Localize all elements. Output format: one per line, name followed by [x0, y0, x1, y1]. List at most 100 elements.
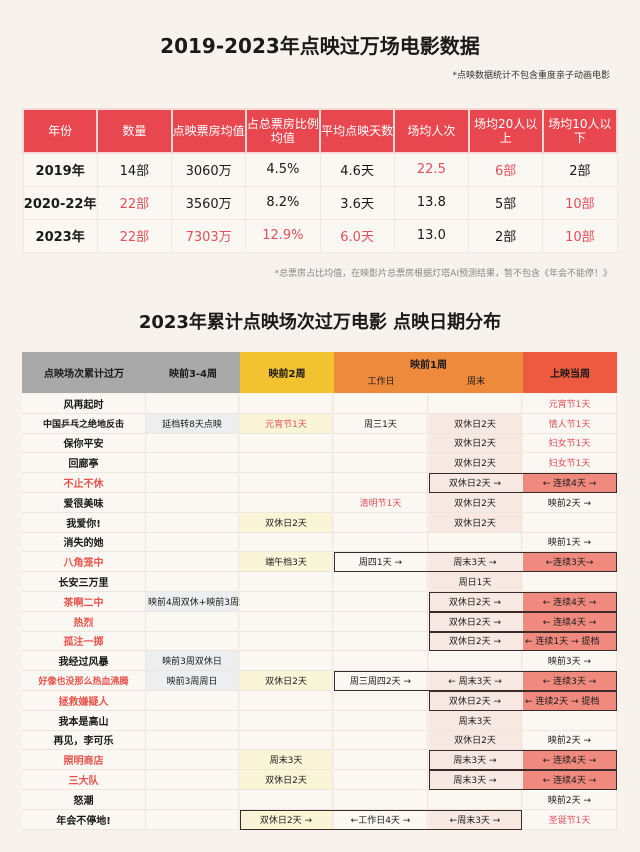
schedule-cell: 映前3周双休日 [146, 651, 239, 672]
schedule-cell [240, 394, 333, 414]
value-cell: 13.8 [393, 185, 470, 220]
value-cell: 10部 [542, 185, 618, 220]
schedule-cell [523, 710, 617, 731]
schedule-cell: ← 连续2天 → 提档 [523, 691, 617, 711]
schedule-cell: 双休日2天 [240, 770, 333, 790]
schedule-cell: 映前2天 → [523, 730, 617, 751]
schedule-cell [146, 631, 239, 652]
schedule-cell [146, 809, 239, 830]
column-header: 场均20人以上 [467, 108, 544, 154]
schedule-cell [240, 572, 333, 592]
section-title: 2023年累计点映场次过万电影 点映日期分布 [138, 312, 502, 333]
value-cell: 14部 [96, 152, 173, 187]
movie-name: 我爱你! [22, 512, 146, 533]
schedule-cell [334, 790, 428, 810]
schedule-cell: 双休日2天 [429, 413, 522, 434]
schedule-cell: 双休日2天 [240, 512, 333, 533]
schedule-cell: 双休日2天 → [429, 592, 522, 612]
schedule-cell [334, 592, 428, 612]
schedule-cell: ←连续3天→ [523, 552, 617, 573]
schedule-cell [334, 651, 428, 672]
value-cell: 2部 [542, 152, 618, 187]
schedule-cell: 双休日2天 [429, 453, 522, 474]
schedule-cell [146, 691, 239, 711]
header-release-week: 上映当周 [523, 352, 617, 393]
footnote-bottom: *总票房占比均值，在映影片总票房根据灯塔AI预测结果，暂不包含《年会不能停！》 [274, 269, 612, 279]
schedule-cell [240, 790, 333, 810]
schedule-cell: 映前3周周日 [146, 671, 239, 691]
value-cell: 22部 [96, 218, 173, 253]
schedule-cell: 双休日2天 → [240, 809, 333, 830]
schedule-cell [146, 512, 239, 533]
schedule-cell [240, 592, 333, 612]
schedule-cell [146, 552, 239, 573]
value-cell: 22部 [96, 185, 173, 220]
movie-name: 消失的她 [22, 532, 146, 553]
schedule-cell [146, 473, 239, 493]
header-1-week-label: 映前1周 [410, 360, 447, 371]
schedule-cell: 周末3天 → [429, 750, 522, 771]
header-workday: 工作日 [367, 377, 395, 387]
schedule-cell [240, 730, 333, 751]
movie-name: 照明商店 [22, 750, 146, 771]
schedule-cell [240, 433, 333, 454]
schedule-cell [334, 750, 428, 771]
column-header: 点映票房均值 [170, 108, 247, 154]
schedule-cell: 映前2天 → [523, 790, 617, 810]
column-header: 平均点映天数 [318, 108, 396, 154]
schedule-cell [334, 710, 428, 731]
schedule-cell [523, 572, 617, 592]
column-header: 场均人次 [393, 108, 470, 154]
movie-name: 中国乒乓之绝地反击 [22, 413, 146, 434]
movie-name: 回廊亭 [22, 453, 146, 474]
header-weekend: 周末 [466, 377, 485, 387]
schedule-cell: 双休日2天 → [429, 631, 522, 652]
value-cell: 6.0天 [319, 218, 395, 253]
schedule-cell: 双休日2天 [429, 433, 522, 454]
schedule-cell: 圣诞节1天 [523, 809, 617, 830]
schedule-cell: 妇女节1天 [523, 433, 617, 454]
value-cell: 8.2% [245, 185, 321, 220]
value-cell: 3.6天 [319, 185, 395, 220]
schedule-cell: ← 连续4天 → [523, 611, 617, 632]
schedule-cell: 双休日2天 [429, 730, 522, 751]
schedule-cell [146, 730, 239, 751]
schedule-cell [523, 512, 617, 533]
schedule-cell: 周三1天 [334, 413, 428, 434]
value-cell: 6部 [467, 152, 544, 187]
movie-name: 再见，李可乐 [22, 730, 146, 751]
table-row: 2023年 22部 7303万 12.9% 6.0天 13.0 2部 10部 [22, 218, 618, 253]
schedule-cell: 周三周四2天 → [334, 671, 428, 691]
schedule-cell: ← 连续3天 → [523, 671, 617, 691]
schedule-cell [240, 453, 333, 474]
schedule-cell [334, 512, 428, 533]
schedule-cell: ←周末3天 → [429, 809, 522, 830]
value-cell: 13.0 [393, 218, 470, 253]
schedule-cell: 元宵节1天 [523, 394, 617, 414]
schedule-cell: 周末3天 [429, 710, 522, 731]
value-cell: 22.5 [393, 152, 470, 187]
movie-name: 三大队 [22, 770, 146, 790]
schedule-cell: 双休日2天 → [429, 691, 522, 711]
schedule-cell: 双休日2天 → [429, 473, 522, 493]
column-header: 年份 [21, 108, 99, 154]
schedule-cell [334, 572, 428, 592]
schedule-cell [240, 473, 333, 493]
schedule-cell: 清明节1天 [334, 493, 428, 513]
schedule-cell: ← 周末3天 → [429, 671, 522, 691]
year-cell: 2019年 [22, 152, 98, 187]
movie-name: 风再起时 [22, 394, 146, 414]
schedule-cell: 双休日2天 → [429, 611, 522, 632]
schedule-cell: 双休日2天 [429, 493, 522, 513]
value-cell: 2部 [467, 218, 544, 253]
movie-name: 我本是高山 [22, 710, 146, 731]
schedule-cell [146, 433, 239, 454]
table-row: 2020-22年 22部 3560万 8.2% 3.6天 13.8 5部 10部 [22, 185, 618, 220]
schedule-cell: ←工作日4天 → [334, 809, 428, 830]
schedule-cell: 妇女节1天 [523, 453, 617, 474]
movie-name: 好像也没那么热血沸腾 [22, 671, 146, 691]
value-cell: 5部 [467, 185, 544, 220]
value-cell: 7303万 [170, 218, 247, 253]
schedule-cell [334, 631, 428, 652]
schedule-cell: ← 连续1天 → 提档 [523, 631, 617, 652]
